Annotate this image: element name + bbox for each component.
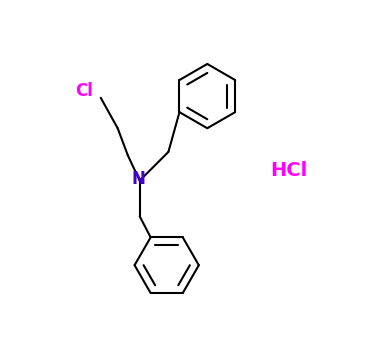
Text: HCl: HCl	[270, 161, 307, 180]
Text: N: N	[131, 170, 145, 188]
Text: Cl: Cl	[75, 82, 93, 100]
